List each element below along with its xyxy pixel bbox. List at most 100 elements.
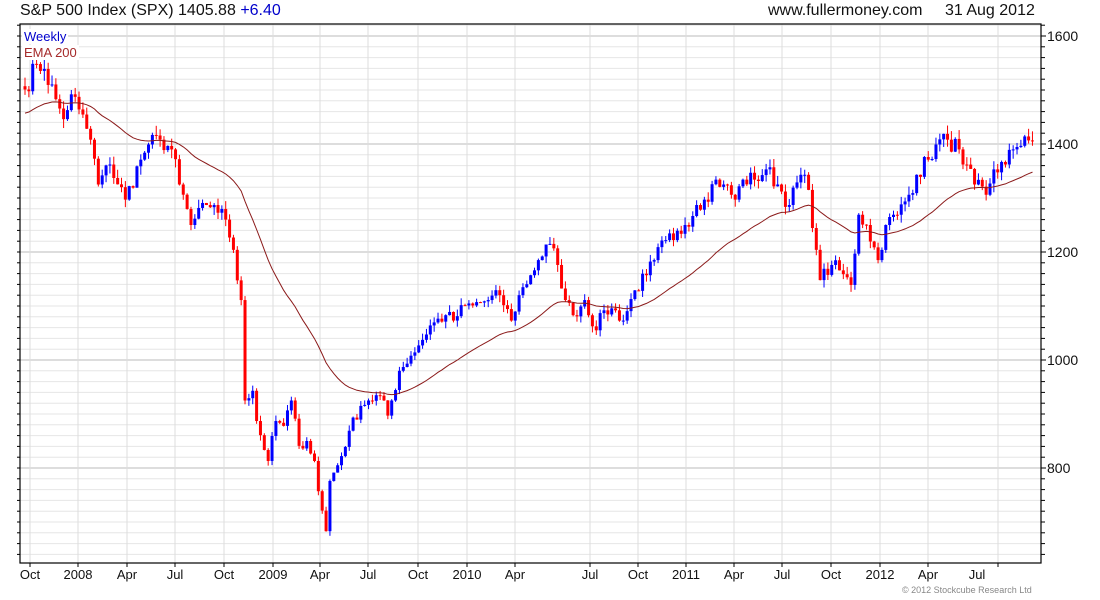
- candle-body: [687, 225, 691, 227]
- candle-body: [795, 182, 799, 188]
- candle-body: [826, 268, 830, 275]
- candle-body: [706, 199, 710, 202]
- candle-body: [390, 400, 394, 416]
- candle-body: [135, 166, 139, 188]
- candle-body: [587, 300, 591, 316]
- candle-body: [386, 400, 390, 416]
- candle-body: [695, 205, 699, 217]
- candle-body: [718, 179, 722, 187]
- candle-body: [984, 186, 988, 195]
- candle-body: [853, 253, 857, 285]
- candle-body: [367, 400, 371, 405]
- candle-body: [490, 295, 494, 301]
- candle-body: [54, 84, 58, 100]
- candle-body: [814, 228, 818, 250]
- candle-body: [316, 460, 320, 492]
- candle-body: [297, 418, 301, 446]
- x-tick-label: Jul: [582, 567, 599, 582]
- x-tick-label: Jul: [774, 567, 791, 582]
- candle-body: [444, 315, 448, 322]
- candle-body: [347, 430, 351, 447]
- candle-body: [197, 207, 201, 219]
- candle-body: [127, 186, 131, 200]
- x-tick-label: Oct: [821, 567, 842, 582]
- candle-body: [598, 313, 602, 331]
- candle-body: [401, 367, 405, 371]
- legend-frequency: Weekly: [22, 29, 69, 44]
- candle-body: [143, 152, 147, 160]
- candle-body: [903, 201, 907, 205]
- candle-body: [266, 449, 270, 461]
- candle-body: [278, 421, 282, 423]
- x-tick-label: 2010: [453, 567, 482, 582]
- candle-body: [976, 179, 980, 185]
- candle-body: [949, 139, 953, 152]
- candle-body: [363, 404, 367, 406]
- candle-body: [919, 174, 923, 177]
- candle-body: [208, 205, 212, 208]
- candle-body: [629, 299, 633, 312]
- candle-body: [1019, 145, 1023, 147]
- candle-body: [907, 194, 911, 202]
- candle-body: [513, 311, 517, 321]
- candle-body: [733, 194, 737, 200]
- candle-body: [204, 202, 208, 206]
- index-name-price: S&P 500 Index (SPX) 1405.88: [20, 2, 236, 19]
- candle-body: [451, 311, 455, 321]
- candle-body: [922, 156, 926, 177]
- candle-body: [239, 280, 243, 301]
- candle-body: [162, 139, 166, 151]
- candle-body: [880, 249, 884, 261]
- candle-body: [116, 177, 120, 185]
- candle-body: [575, 315, 579, 317]
- candle-body: [579, 306, 583, 317]
- candle-body: [104, 165, 108, 176]
- candle-body: [606, 310, 610, 315]
- candle-body: [1007, 149, 1011, 165]
- candle-body: [27, 89, 31, 92]
- candle-body: [255, 390, 259, 422]
- candle-body: [529, 275, 533, 285]
- candle-body: [235, 249, 239, 281]
- candle-body: [621, 320, 625, 322]
- candle-body: [625, 311, 629, 321]
- candle-body: [641, 273, 645, 291]
- candle-body: [293, 400, 297, 419]
- candle-body: [702, 199, 706, 210]
- candle-body: [251, 390, 255, 399]
- x-tick-label: Apr: [310, 567, 331, 582]
- candle-body: [892, 214, 895, 218]
- candle-body: [861, 214, 865, 225]
- candle-body: [397, 370, 401, 391]
- candle-body: [181, 184, 185, 195]
- candle-body: [231, 237, 235, 250]
- y-tick-label: 1600: [1047, 28, 1078, 44]
- candles: [23, 56, 1034, 536]
- candle-body: [741, 179, 745, 187]
- candle-body: [973, 168, 977, 185]
- candle-body: [417, 345, 421, 353]
- candle-body: [617, 310, 621, 321]
- candle-body: [729, 185, 733, 195]
- candle-body: [185, 194, 189, 210]
- candle-body: [895, 214, 899, 216]
- candle-body: [498, 290, 502, 296]
- candle-body: [934, 144, 938, 160]
- candle-body: [509, 309, 513, 321]
- candle-body: [482, 301, 486, 303]
- candle-body: [69, 94, 73, 111]
- candle-body: [1011, 149, 1015, 151]
- candle-body: [147, 144, 151, 153]
- candle-body: [413, 352, 417, 356]
- candle-body: [656, 247, 660, 261]
- x-tick-label: Oct: [408, 567, 429, 582]
- candle-body: [799, 174, 803, 183]
- candle-body: [440, 318, 444, 322]
- candle-body: [100, 175, 104, 185]
- candle-body: [745, 179, 749, 185]
- candle-body: [285, 410, 289, 426]
- candle-body: [46, 68, 50, 85]
- candle-body: [544, 244, 548, 257]
- candle-body: [822, 268, 826, 281]
- candle-body: [926, 156, 930, 160]
